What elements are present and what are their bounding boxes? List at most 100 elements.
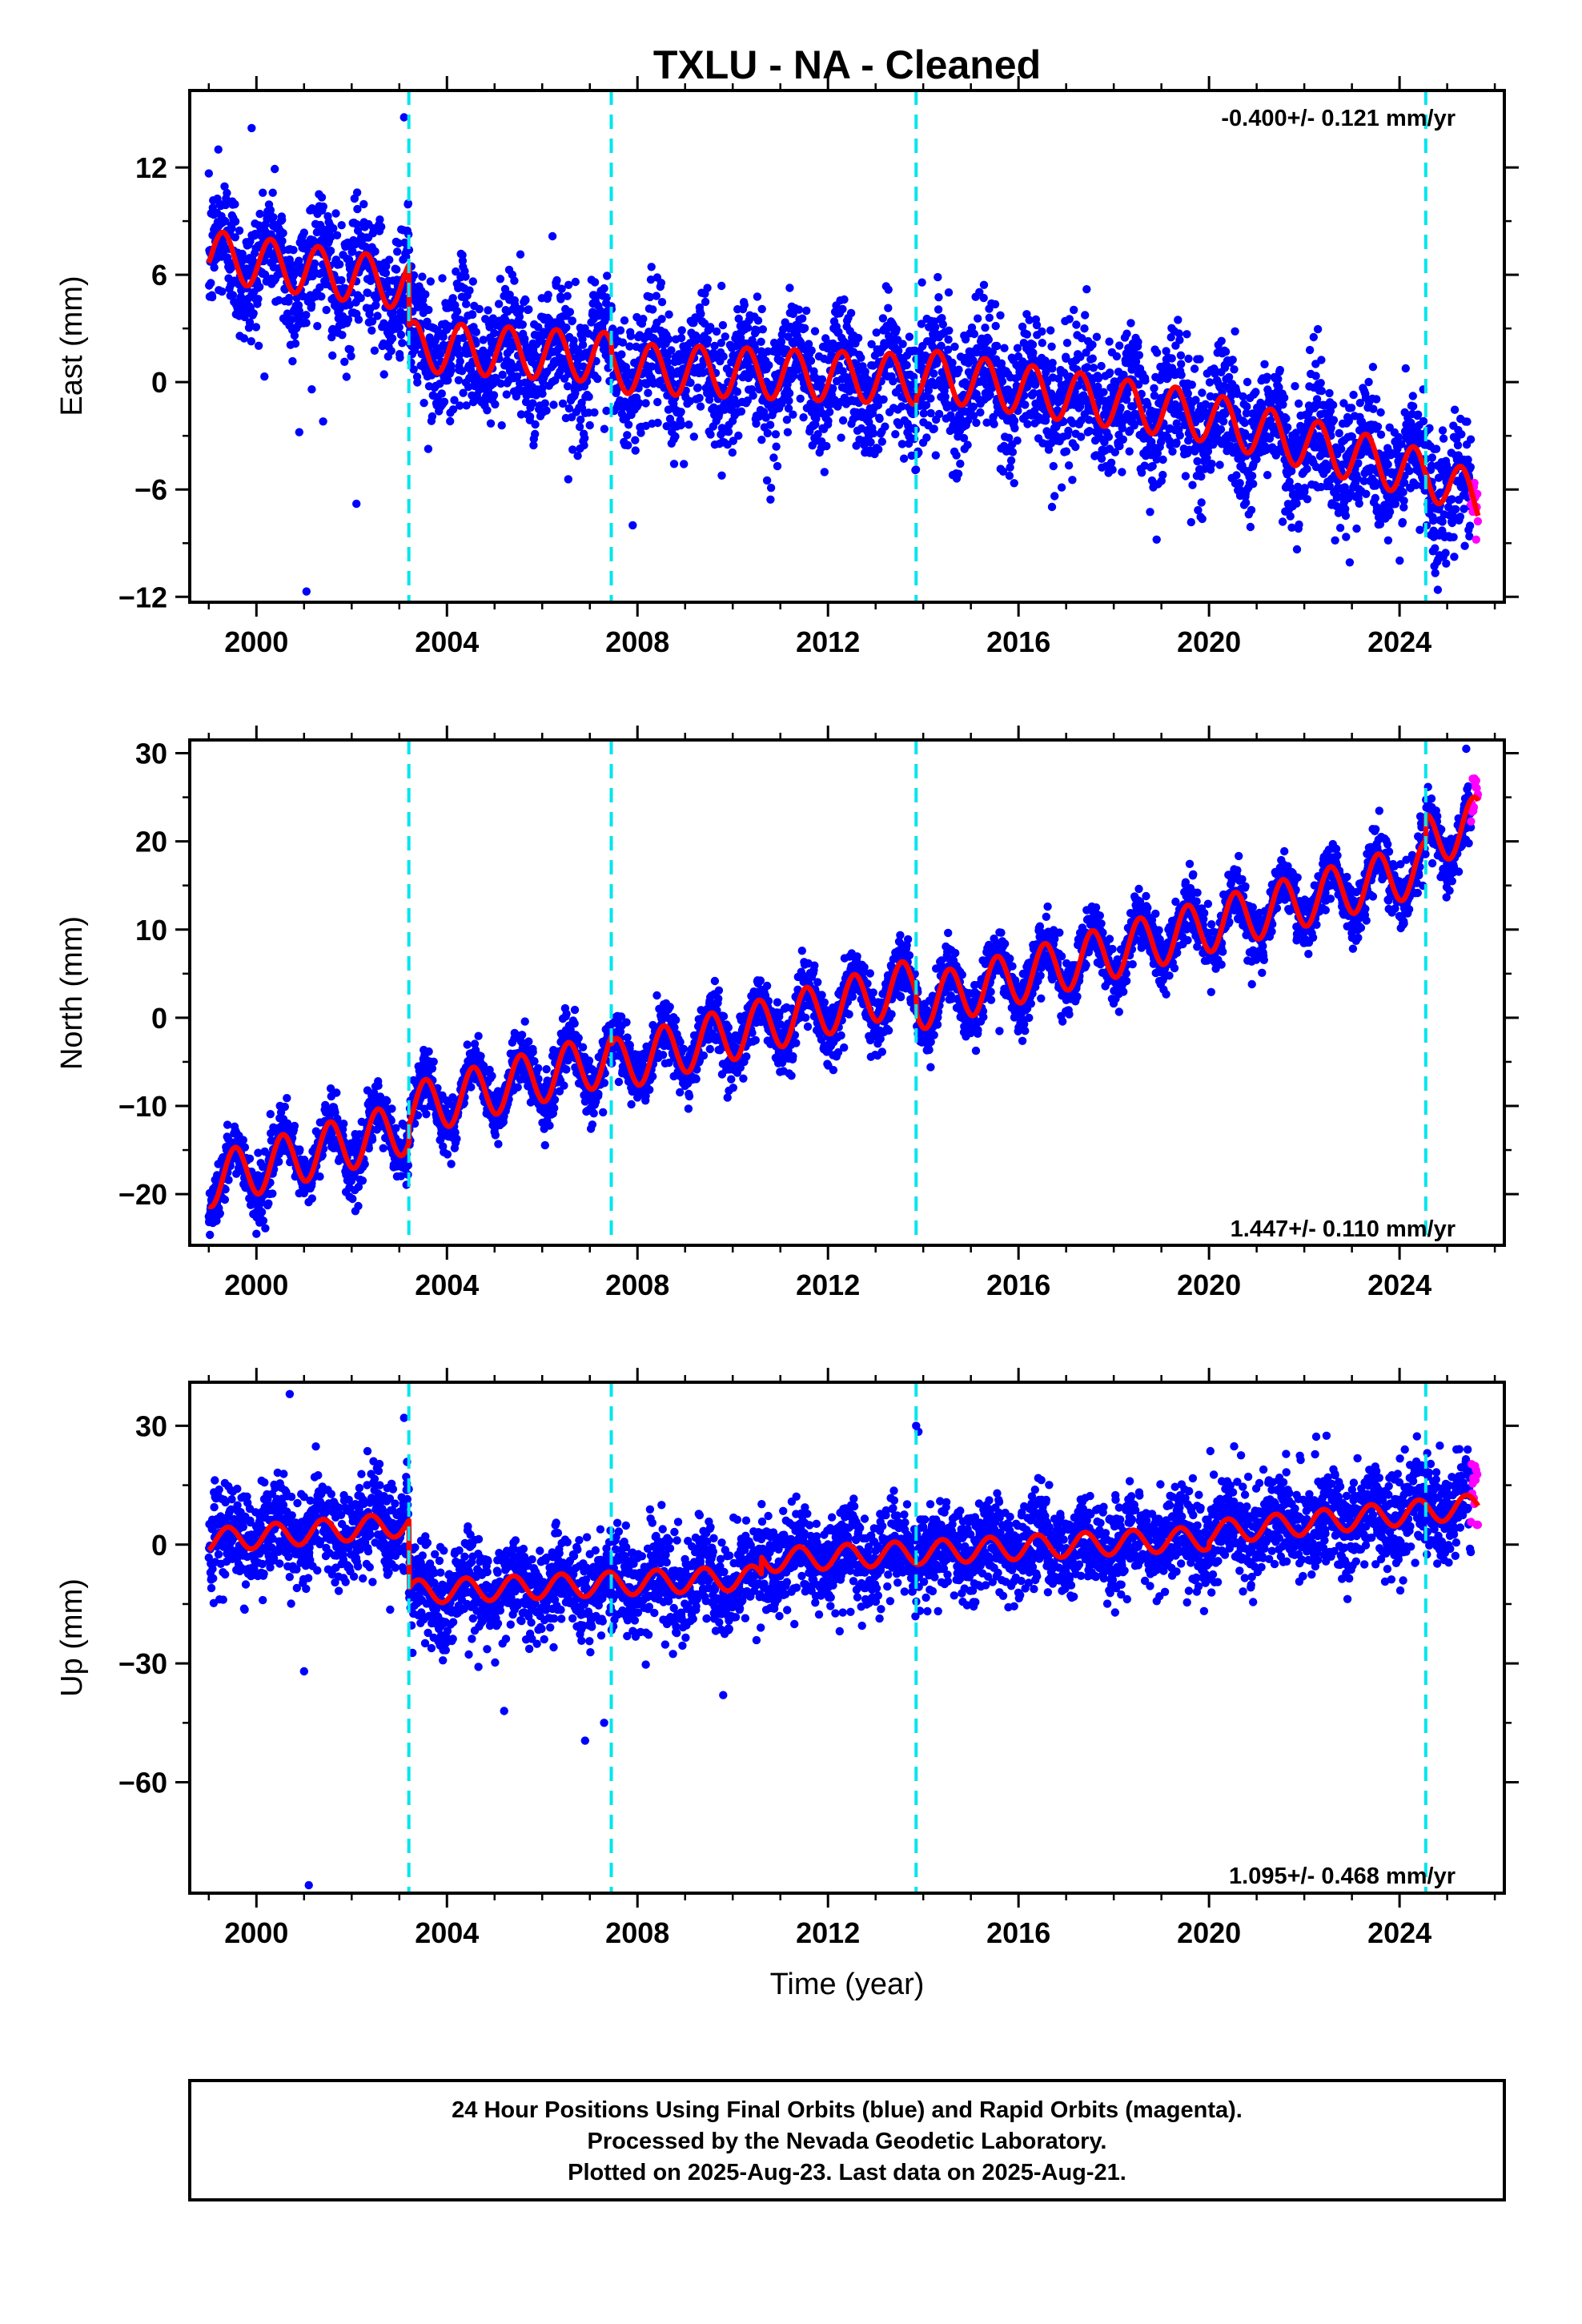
east-point [712,327,721,336]
east-point [1249,480,1258,489]
east-point [444,376,452,385]
east-point [954,365,963,374]
east-point [1064,461,1074,470]
east-point [302,311,311,320]
east-point [1152,348,1162,357]
east-point [657,298,667,307]
east-point [952,451,961,460]
east-point [1010,416,1019,425]
east-point [922,433,931,442]
east-point [505,290,514,300]
east-point [1274,375,1283,384]
east-point [773,461,782,471]
east-point [677,333,686,343]
east-point [1372,395,1381,404]
east-point [1328,400,1338,409]
north-point [264,1199,273,1208]
east-outlier-point [400,113,408,122]
east-point [706,430,715,439]
east-point [878,314,888,323]
east-point [1349,390,1358,400]
east-point [696,402,705,411]
east-point [228,291,238,300]
east-point [331,209,340,218]
east-point [941,392,950,401]
east-point [981,324,990,332]
east-point [494,300,504,308]
east-point [542,406,551,415]
east-point [1364,377,1373,387]
east-point [950,342,959,352]
east-point [456,357,464,366]
east-point [486,419,496,428]
east-point [343,315,353,324]
east-point [1029,348,1038,357]
east-point [444,322,454,331]
east-point [1431,444,1441,453]
east-outlier-point [247,123,256,133]
east-point [489,391,499,400]
east-point [996,311,1005,320]
east-point [902,360,911,370]
east-point [260,372,269,381]
east-point [799,413,808,422]
east-point [1122,329,1131,338]
east-point [948,358,957,368]
east-point [763,428,772,438]
east-point [247,337,255,346]
east-point [329,224,338,233]
east-point [562,323,571,332]
east-point [853,333,863,343]
east-point [1104,432,1114,441]
east-point [1219,417,1228,426]
east-point [322,305,331,315]
east-point [1465,521,1475,530]
east-point [396,330,406,340]
east-point [1311,372,1320,380]
east-point [502,390,511,399]
east-point [563,382,572,391]
east-point [984,336,994,344]
east-point [639,315,648,324]
east-point [743,396,752,405]
east-point [663,391,672,400]
east-point [785,283,794,292]
east-point [575,422,584,432]
east-point [302,319,311,328]
east-point [231,217,240,226]
east-point [648,305,657,314]
east-point [254,295,263,304]
east-y-tick-label: 0 [151,366,167,399]
east-point [1292,545,1302,554]
east-point [565,308,575,316]
east-point [1242,498,1251,507]
east-point [268,188,277,197]
east-point [491,400,500,409]
east-point [647,362,656,371]
east-point [1048,359,1057,368]
north-point [315,1172,324,1181]
east-point [295,256,303,265]
east-point [207,279,215,287]
east-point [1280,393,1289,402]
east-point [571,388,580,398]
east-point [789,410,797,419]
east-point [255,283,264,292]
east-point [625,342,634,351]
east-point [919,409,929,418]
east-point [796,394,805,403]
east-point [479,336,488,344]
east-point [1376,430,1386,439]
east-point [278,215,287,224]
east-point [1398,517,1407,527]
east-x-tick-label: 2024 [1367,625,1431,658]
east-point [284,293,294,303]
north-point [266,1110,275,1119]
east-point [288,356,297,366]
east-point [1275,365,1285,375]
east-point [662,422,671,431]
east-point [1464,455,1472,464]
east-point [934,409,944,419]
east-point [1049,461,1058,471]
east-point [424,305,433,315]
